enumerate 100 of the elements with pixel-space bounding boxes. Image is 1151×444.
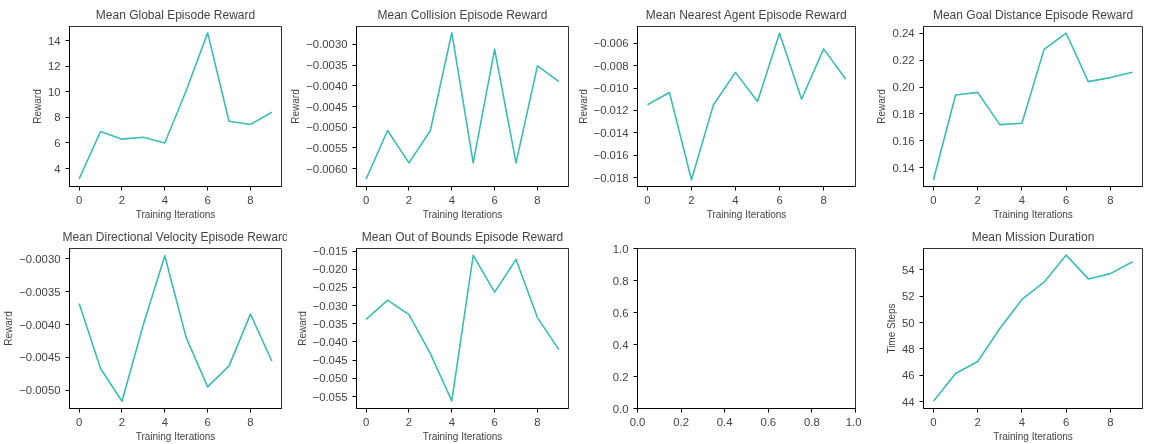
y-tick-label: −0.0040: [306, 79, 348, 92]
x-tick-label: 6: [776, 193, 783, 206]
chart-title: Mean Mission Duration: [971, 229, 1095, 244]
x-tick-label: 6: [204, 193, 211, 206]
x-tick-label: 2: [118, 415, 126, 428]
x-tick-label: 8: [534, 193, 541, 206]
x-tick-label: 8: [247, 415, 254, 428]
x-axis-title: Training Iterations: [422, 430, 503, 442]
x-tick-label: 0: [362, 193, 370, 206]
x-tick-label: 0.0: [629, 415, 646, 428]
chart-title: Mean Out of Bounds Episode Reward: [361, 229, 564, 244]
y-tick-label: −0.0035: [19, 285, 61, 298]
x-tick-label: 8: [247, 193, 254, 206]
x-tick-label: 0.2: [673, 415, 689, 428]
x-tick-label: 8: [1107, 415, 1114, 428]
y-axis-title: Reward: [577, 89, 589, 124]
y-tick-label: −0.040: [312, 335, 348, 348]
y-tick-label: 10: [47, 85, 61, 98]
y-tick-label: −0.050: [312, 372, 348, 385]
y-tick-label: 8: [54, 111, 61, 124]
y-tick-label: 12: [47, 60, 61, 73]
y-tick-label: 0.4: [612, 338, 629, 351]
x-tick-label: 2: [974, 193, 981, 206]
x-tick-label: 4: [1018, 415, 1026, 428]
y-tick-label: 1.0: [612, 242, 629, 255]
y-tick-label: −0.0045: [19, 351, 61, 364]
chart-title: Mean Nearest Agent Episode Reward: [645, 7, 847, 22]
x-tick-label: 8: [534, 415, 541, 428]
x-axis-title: Training Iterations: [135, 208, 216, 220]
y-tick-label: −0.018: [593, 171, 629, 184]
x-axis-title: Training Iterations: [993, 430, 1073, 442]
y-tick-label: −0.014: [593, 126, 629, 139]
y-axis-title: Reward: [296, 311, 308, 346]
x-tick-label: 6: [491, 415, 498, 428]
y-tick-label: −0.0060: [306, 162, 348, 175]
y-tick-label: −0.0045: [306, 100, 348, 113]
x-tick-label: 4: [161, 193, 168, 206]
x-axis-title: Training Iterations: [706, 208, 787, 220]
x-tick-label: 8: [820, 193, 827, 206]
y-tick-label: −0.006: [593, 37, 629, 50]
x-tick-label: 8: [1107, 193, 1114, 206]
y-tick-label: −0.030: [312, 299, 348, 312]
x-tick-label: 0: [930, 193, 937, 206]
y-tick-label: −0.016: [593, 149, 629, 162]
y-axis-title: Reward: [876, 89, 888, 124]
x-tick-label: 6: [491, 193, 498, 206]
y-tick-label: 0.24: [892, 27, 915, 40]
chart-title: Mean Goal Distance Episode Reward: [932, 7, 1134, 22]
y-tick-label: −0.010: [593, 82, 629, 95]
y-tick-label: −0.055: [312, 390, 348, 403]
chart-title: Mean Directional Velocity Episode Reward: [62, 229, 289, 244]
x-tick-label: 0: [644, 193, 651, 206]
x-tick-label: 0: [75, 415, 83, 428]
y-tick-label: 0.0: [612, 402, 629, 415]
y-tick-label: 52: [901, 290, 915, 303]
x-axis-title: Training Iterations: [422, 208, 503, 220]
y-tick-label: 50: [901, 316, 915, 329]
y-tick-label: −0.025: [312, 281, 348, 294]
x-tick-label: 0.6: [760, 415, 777, 428]
y-tick-label: 54: [901, 263, 915, 276]
x-tick-label: 6: [1063, 415, 1070, 428]
y-tick-label: 0.6: [612, 306, 629, 319]
x-tick-label: 2: [405, 193, 413, 206]
y-tick-label: 14: [47, 34, 61, 47]
y-tick-label: −0.0055: [306, 141, 348, 154]
y-tick-label: −0.0050: [19, 384, 61, 397]
y-tick-label: 48: [901, 343, 915, 355]
x-tick-label: 4: [161, 415, 168, 428]
y-tick-label: 0.14: [892, 161, 915, 174]
y-tick-label: 0.2: [612, 370, 629, 383]
x-tick-label: 2: [405, 415, 413, 428]
chart-title: Mean Collision Episode Reward: [377, 7, 548, 22]
y-tick-label: −0.008: [593, 59, 629, 72]
y-tick-label: −0.020: [312, 263, 348, 276]
y-tick-label: 4: [54, 162, 61, 175]
y-tick-label: −0.035: [312, 317, 348, 330]
x-tick-label: 4: [448, 415, 455, 428]
y-tick-label: 6: [54, 136, 61, 149]
y-tick-label: −0.0050: [306, 121, 348, 134]
y-tick-label: −0.015: [312, 245, 348, 258]
y-tick-label: −0.0030: [306, 38, 348, 51]
x-tick-label: 2: [974, 415, 981, 428]
x-tick-label: 0: [362, 415, 370, 428]
x-axis-title: Training Iterations: [135, 430, 216, 442]
x-tick-label: 0.4: [716, 415, 733, 428]
y-axis-title: Reward: [31, 89, 43, 124]
x-tick-label: 0: [75, 193, 83, 206]
y-tick-label: 0.22: [892, 54, 915, 67]
y-axis-title: Time Steps: [885, 303, 897, 354]
x-tick-label: 1.0: [845, 415, 862, 428]
y-tick-label: −0.0040: [19, 318, 61, 331]
y-tick-label: 0.20: [892, 81, 915, 93]
y-tick-label: 0.16: [892, 134, 915, 147]
y-tick-label: 0.8: [612, 274, 629, 287]
x-axis-title: Training Iterations: [993, 208, 1073, 220]
chart-title: Mean Global Episode Reward: [95, 7, 256, 22]
x-tick-label: 0: [930, 415, 937, 428]
x-tick-label: 2: [118, 193, 126, 206]
y-axis-title: Reward: [3, 311, 15, 346]
x-tick-label: 4: [1018, 193, 1026, 206]
